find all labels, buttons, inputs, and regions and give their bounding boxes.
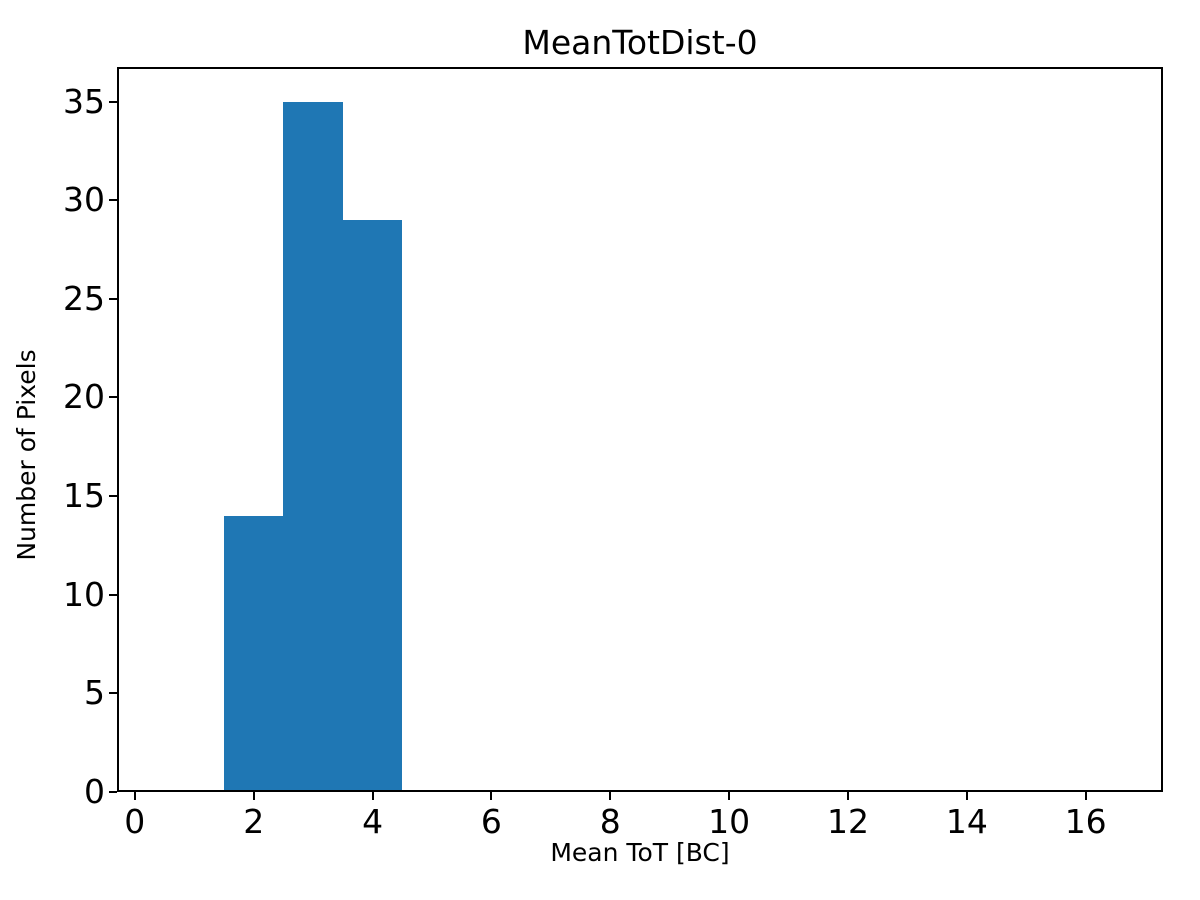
y-tick-label: 25	[63, 278, 105, 318]
y-tick	[109, 297, 117, 300]
y-tick	[109, 692, 117, 695]
y-tick-label: 10	[63, 574, 105, 614]
histogram-bar	[342, 219, 403, 792]
x-tick-label: 12	[827, 802, 869, 841]
x-tick	[965, 792, 968, 800]
x-tick	[133, 792, 136, 800]
y-tick	[109, 791, 117, 793]
y-tick	[109, 495, 117, 498]
x-tick	[490, 792, 493, 800]
x-tick-label: 16	[1064, 802, 1107, 841]
x-tick-label: 10	[708, 802, 751, 841]
x-tick	[1084, 792, 1087, 800]
x-tick	[252, 792, 255, 800]
histogram-bar	[283, 101, 343, 792]
histogram-bar	[224, 515, 284, 792]
x-tick-label: 2	[243, 802, 265, 841]
x-tick-label: 8	[599, 802, 621, 841]
y-axis-label: Number of Pixels	[12, 349, 41, 561]
x-tick	[609, 792, 612, 800]
x-axis-label: Mean ToT [BC]	[550, 838, 730, 867]
y-tick	[109, 593, 117, 596]
y-tick-label: 0	[84, 772, 105, 811]
x-tick-label: 14	[945, 802, 988, 841]
y-tick	[109, 199, 117, 202]
y-tick-label: 5	[84, 673, 105, 713]
x-tick-label: 0	[124, 802, 146, 841]
x-tick-label: 6	[480, 802, 502, 841]
y-tick-label: 30	[63, 180, 105, 220]
y-tick-label: 20	[63, 377, 105, 417]
x-tick-label: 4	[362, 802, 384, 841]
y-tick	[109, 396, 117, 399]
y-tick-label: 15	[63, 476, 105, 516]
chart-title: MeanTotDist-0	[522, 23, 758, 62]
y-tick	[109, 100, 117, 103]
x-tick	[847, 792, 849, 800]
y-tick-label: 35	[63, 81, 105, 121]
x-tick	[371, 792, 374, 800]
x-tick	[728, 792, 731, 800]
